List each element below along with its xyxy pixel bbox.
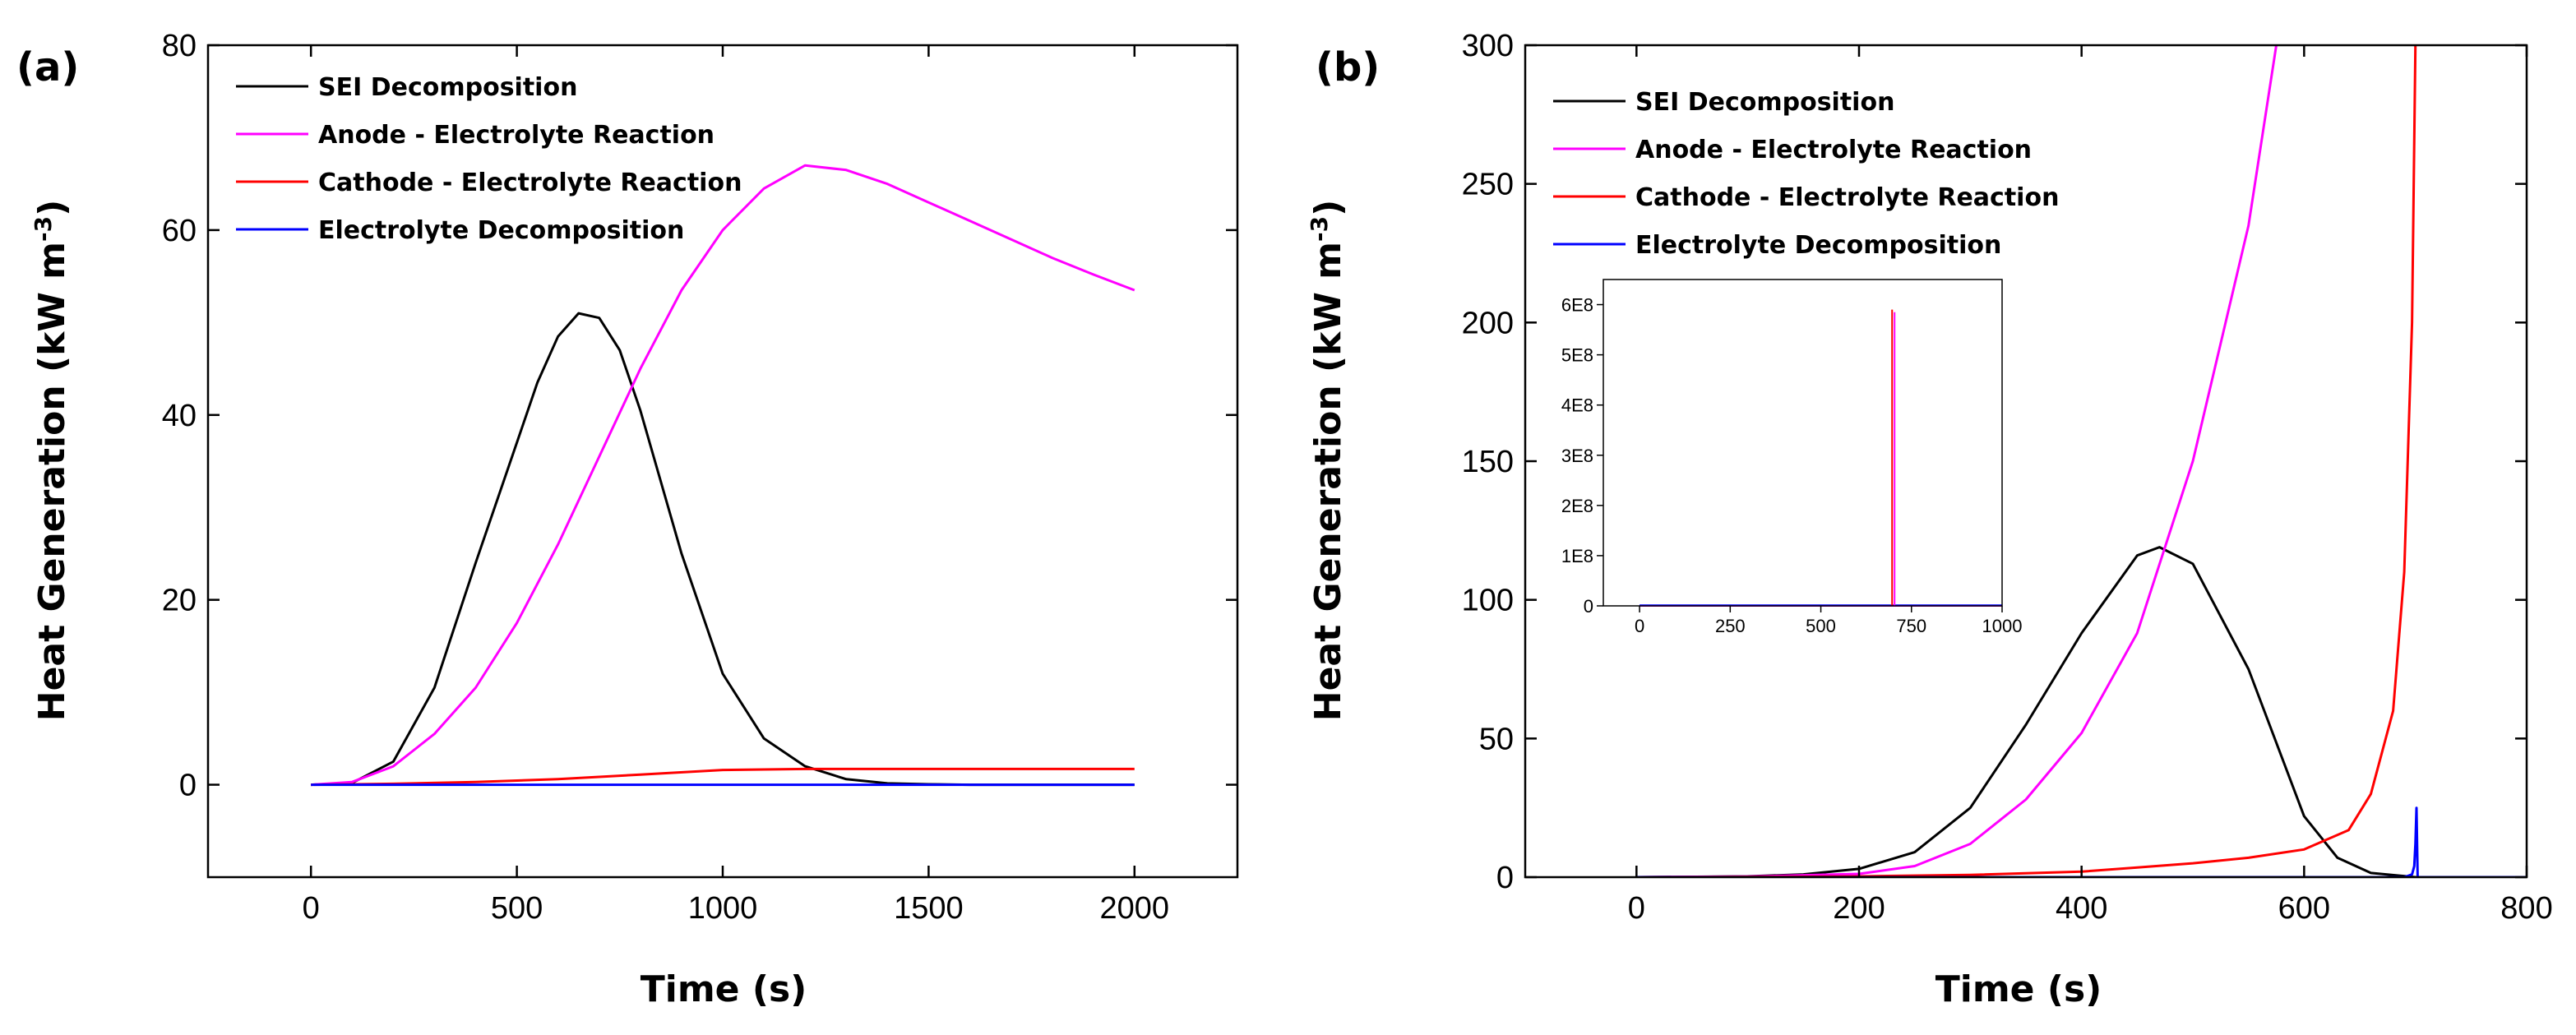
panel-a-legend-label-cathode-electrolyte-reaction: Cathode - Electrolyte Reaction <box>318 169 742 197</box>
inset-y-tick-label: 5E8 <box>1561 345 1593 366</box>
panel-b-y-axis-label-main: Heat Generation (kW m <box>1307 242 1349 721</box>
inset-ticks: 0 250 500 750 1000 0 1E8 2E8 3E8 4E8 5E8 6E8 <box>1561 295 2023 636</box>
panel-a-label: (a) <box>16 44 79 90</box>
panel-b-y-tick-label: 250 <box>1462 168 1514 202</box>
panel-a-y-axis-label-superscript: -3 <box>30 216 57 242</box>
panel-b-legend-label-sei-decomposition: SEI Decomposition <box>1635 88 1894 117</box>
panel-b-x-tick-label: 600 <box>2278 891 2330 926</box>
panel-b-legend: SEI Decomposition Anode - Electrolyte Rea… <box>1553 88 2059 260</box>
inset-x-tick-label: 750 <box>1896 616 1926 636</box>
panel-a-x-tick-label: 1500 <box>894 891 964 926</box>
panel-b-y-tick-label: 150 <box>1462 445 1514 479</box>
inset-y-tick-label: 4E8 <box>1561 395 1593 416</box>
panel-b-y-axis-label: Heat Generation (kW m-3) <box>1306 200 1349 722</box>
inset-background <box>1603 280 2002 606</box>
inset-x-tick-label: 250 <box>1715 616 1746 636</box>
panel-a-y-axis-label-close: ) <box>31 200 73 216</box>
panel-a-y-tick-label: 0 <box>179 769 197 803</box>
panel-a-y-tick-label: 40 <box>162 399 197 433</box>
panel-b-x-tick-label: 800 <box>2500 891 2552 926</box>
panel-b-legend-label-electrolyte-decomposition: Electrolyte Decomposition <box>1635 231 2001 260</box>
panel-a-x-tick-label: 1000 <box>688 891 758 926</box>
inset-y-tick-label: 2E8 <box>1561 496 1593 516</box>
panel-b-y-tick-label: 300 <box>1462 29 1514 63</box>
panel-b-ticks: 0 200 400 600 800 0 50 100 150 200 250 300 <box>1462 29 2553 926</box>
panel-a-series-sei-decomposition <box>311 312 1135 787</box>
panel-a-x-tick-label: 500 <box>491 891 543 926</box>
panel-a-legend-label-electrolyte-decomposition: Electrolyte Decomposition <box>318 216 684 245</box>
inset-x-tick-label: 500 <box>1806 616 1836 636</box>
panel-b-x-tick-label: 200 <box>1833 891 1885 926</box>
panel-a-series-cathode-electrolyte-reaction <box>311 767 1135 787</box>
panel-a-y-axis-label-main: Heat Generation (kW m <box>31 242 73 721</box>
inset-x-tick-label: 0 <box>1635 616 1644 636</box>
panel-b-x-tick-label: 0 <box>1628 891 1645 926</box>
panel-b-series-cathode-electrolyte-reaction <box>1636 45 2417 877</box>
panel-b-inset: 0 250 500 750 1000 0 1E8 2E8 3E8 4E8 5E8 6E8 <box>1561 279 2023 636</box>
panel-b-series-anode-electrolyte-reaction <box>1636 45 2278 877</box>
inset-y-tick-label: 3E8 <box>1561 446 1593 466</box>
panel-a-legend-label-sei-decomposition: SEI Decomposition <box>318 73 577 102</box>
panel-b-y-axis-label-close: ) <box>1307 200 1349 216</box>
inset-y-tick-label: 1E8 <box>1561 546 1593 566</box>
panel-b-x-axis-label: Time (s) <box>1935 968 2102 1010</box>
panel-b-legend-label-cathode-electrolyte-reaction: Cathode - Electrolyte Reaction <box>1635 183 2059 212</box>
panel-b-legend-label-anode-electrolyte-reaction: Anode - Electrolyte Reaction <box>1635 136 2032 164</box>
panel-a-legend-label-anode-electrolyte-reaction: Anode - Electrolyte Reaction <box>318 121 715 150</box>
inset-frame <box>1602 279 2003 607</box>
inset-x-tick-label: 1000 <box>1982 616 2023 636</box>
panel-b-label: (b) <box>1316 44 1380 90</box>
inset-y-tick-label: 0 <box>1584 596 1593 617</box>
panel-a-y-tick-label: 60 <box>162 214 197 248</box>
panel-b-y-axis-label-superscript: -3 <box>1306 216 1333 242</box>
panel-a-y-tick-label: 80 <box>162 29 197 63</box>
panel-a-x-axis-label: Time (s) <box>641 968 807 1010</box>
panel-b-y-tick-label: 100 <box>1462 584 1514 618</box>
panel-a: (a) 0 500 1000 1500 2000 0 20 40 60 80 Time (s) H… <box>16 29 1239 1010</box>
panel-a-x-tick-label: 2000 <box>1100 891 1170 926</box>
panel-b-series-sei-decomposition <box>1636 546 2527 877</box>
panel-a-ticks: 0 500 1000 1500 2000 0 20 40 60 80 <box>162 29 1237 926</box>
panel-b-y-tick-label: 0 <box>1496 861 1514 895</box>
panel-b: (b) 0 200 400 600 800 0 50 100 150 200 250 300 Time… <box>1306 29 2553 1010</box>
panel-a-series-anode-electrolyte-reaction <box>311 164 1135 787</box>
panel-a-y-axis-label: Heat Generation (kW m-3) <box>30 200 73 722</box>
panel-b-y-tick-label: 50 <box>1479 722 1514 756</box>
panel-a-legend: SEI Decomposition Anode - Electrolyte Rea… <box>236 73 742 245</box>
panel-b-x-tick-label: 400 <box>2056 891 2107 926</box>
inset-y-tick-label: 6E8 <box>1561 295 1593 316</box>
panel-a-x-tick-label: 0 <box>303 891 320 926</box>
panel-a-y-tick-label: 20 <box>162 584 197 618</box>
panel-a-marks <box>311 164 1135 787</box>
panel-b-y-tick-label: 200 <box>1462 306 1514 340</box>
